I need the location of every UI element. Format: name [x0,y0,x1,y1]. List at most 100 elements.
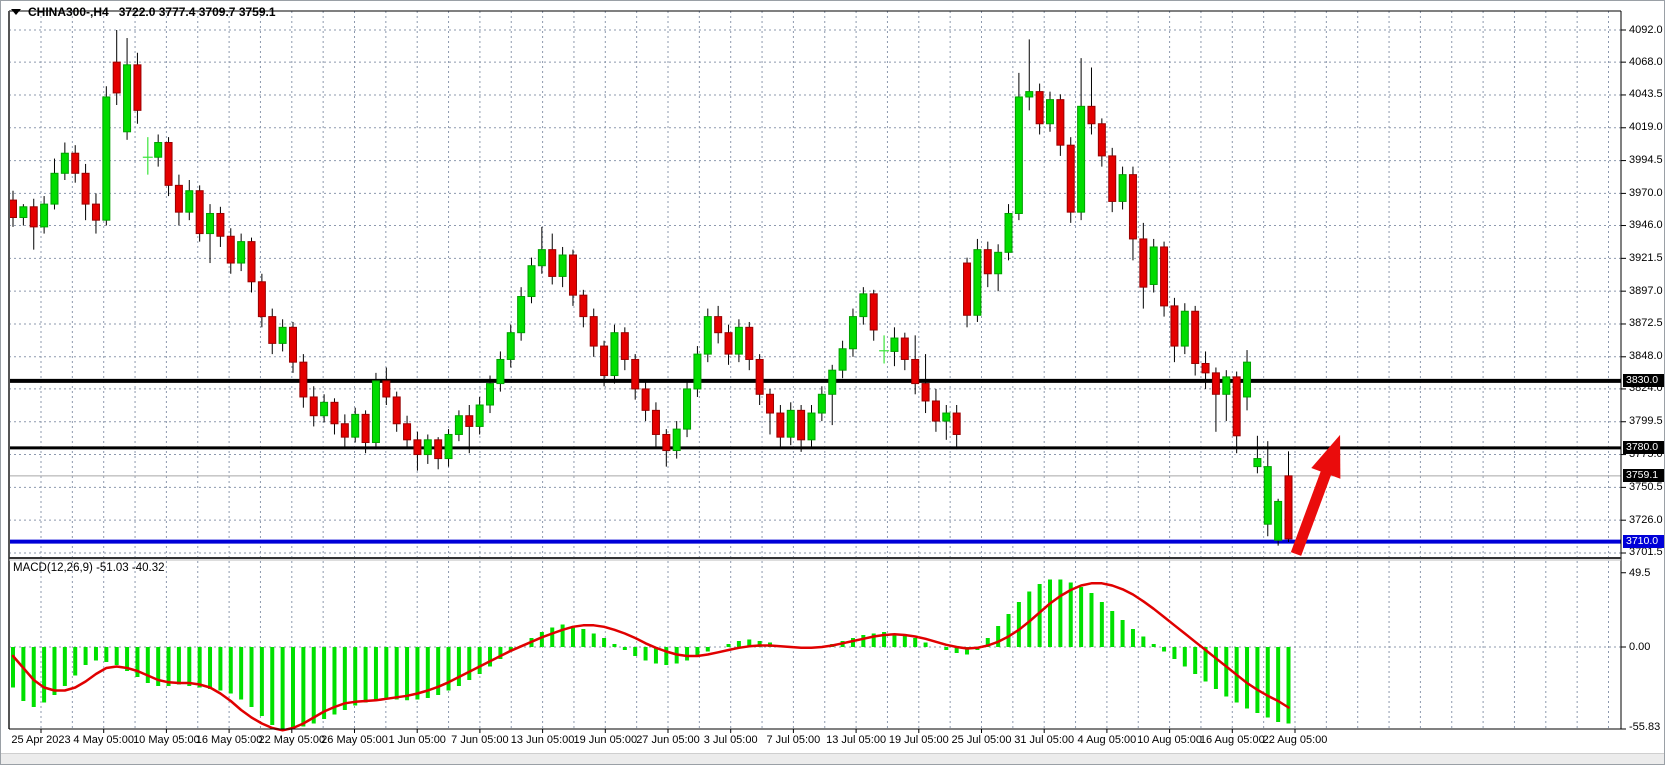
bear-candle [226,235,235,264]
macd-histogram-bar [249,647,254,707]
macd-histogram-bar [93,647,98,661]
symbol-title-bar: CHINA300-,H4 3722.0 3777.4 3709.7 3759.1 [11,5,276,19]
macd-histogram-bar [477,647,482,674]
bear-candle [579,294,588,318]
macd-histogram-bar [436,647,441,695]
bear-candle [112,61,121,94]
bear-candle [164,142,173,186]
macd-histogram-bar [726,644,731,647]
bull-candle [123,64,132,133]
macd-histogram-bar [405,647,410,701]
bull-candle [185,190,194,213]
bear-candle [413,439,422,456]
macd-histogram-bar [31,647,36,707]
macd-histogram-bar [353,647,358,706]
bull-candle [40,203,49,228]
macd-histogram-bar [747,639,752,647]
bull-candle [371,380,380,444]
macd-histogram-bar [1265,647,1270,718]
macd-tick-label: 49.5 [1629,566,1651,579]
bull-candle [1274,500,1283,541]
bull-candle [942,412,951,422]
macd-histogram-bar [560,624,565,647]
bear-candle [766,393,775,414]
bull-candle [454,415,463,435]
bear-candle [299,361,308,398]
bull-candle [19,206,28,219]
price-tick-label: 4092.0 [1629,23,1663,36]
bull-candle [838,348,847,371]
bear-candle [1139,238,1148,288]
time-axis-label: 7 Jun 05:00 [451,734,509,746]
bull-candle [703,316,712,355]
macd-histogram-bar [1079,587,1084,647]
bull-candle [351,413,360,438]
macd-histogram-bar [882,632,887,647]
macd-histogram-bar [156,647,161,686]
macd-histogram-bar [1182,647,1187,667]
price-tick-label: 3994.5 [1629,154,1663,167]
time-axis-label: 16 May 05:00 [195,734,263,746]
macd-histogram-bar [218,647,223,691]
macd-histogram-bar [1172,647,1177,659]
bull-candle [237,241,246,264]
macd-histogram-bar [633,647,638,656]
price-tick-label: 3726.0 [1629,513,1663,526]
bear-candle [1066,144,1075,213]
bull-candle [527,265,536,298]
macd-histogram-bar [446,647,451,691]
time-axis-label: 10 Aug 05:00 [1137,734,1203,746]
up-arrow-annotation[interactable] [1281,430,1354,560]
macd-histogram-bar [135,647,140,677]
macd-histogram-bar [62,647,67,686]
macd-tick-label: 0.00 [1629,640,1651,653]
time-axis-label: 22 May 05:00 [258,734,326,746]
bull-candle [807,412,816,441]
bear-candle [724,332,733,355]
bull-candle [1222,376,1231,395]
bear-candle [745,326,754,360]
time-axis-label: 4 Aug 05:00 [1077,734,1137,746]
bear-candle [1108,155,1117,202]
macd-histogram-bar [280,647,285,730]
macd-histogram-bar [1016,602,1021,647]
bull-candle [423,439,432,456]
arrow-head [1311,434,1341,479]
macd-histogram-bar [425,647,430,698]
bull-candle [1025,91,1034,98]
symbol-dropdown-icon[interactable] [11,9,21,15]
macd-histogram-bar [498,647,503,659]
bear-candle [1097,123,1106,157]
time-axis-label: 7 Jul 05:00 [766,734,821,746]
macd-histogram-bar [570,626,575,647]
bear-candle [963,262,972,316]
macd-histogram-bar [1224,647,1229,697]
bear-candle [1128,174,1137,240]
bear-candle [1035,91,1044,125]
bull-candle [154,142,163,158]
time-axis-label: 31 Jul 05:00 [1014,734,1075,746]
bear-candle [392,396,401,425]
price-tick-label: 4019.0 [1629,121,1663,134]
bear-candle [548,249,557,277]
macd-signal-line [11,582,1290,732]
macd-histogram-bar [539,632,544,647]
macd-histogram-bar [166,647,171,686]
bull-candle [1243,361,1252,398]
macd-histogram-bar [415,647,420,700]
macd-histogram-bar [944,647,949,650]
bear-candle [1201,362,1210,374]
bear-candle [1160,246,1169,307]
bull-candle [517,296,526,334]
macd-histogram-bar [1255,647,1260,713]
bear-candle [589,316,598,347]
macd-histogram-bar [1151,644,1156,647]
macd-histogram-bar [581,629,586,647]
bull-candle [973,249,982,316]
macd-histogram-bar [52,647,57,695]
time-axis-label: 26 May 05:00 [321,734,388,746]
macd-histogram-bar [508,647,513,652]
time-axis-label: 10 May 05:00 [133,734,200,746]
macd-histogram-bar [228,647,233,694]
bull-candle [1077,105,1086,213]
